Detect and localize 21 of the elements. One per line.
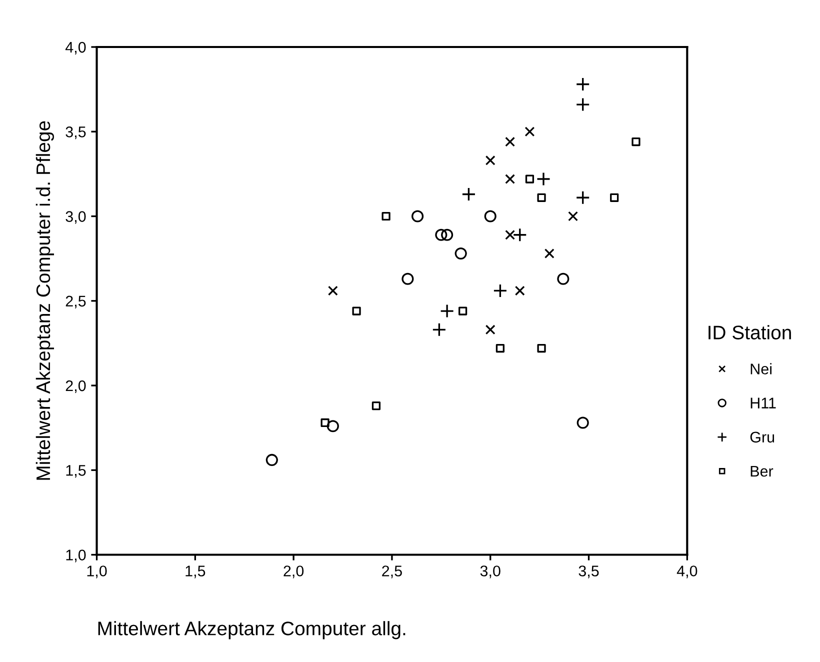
x-tick-label: 1,5 xyxy=(186,566,206,578)
x-tick-label: 1,0 xyxy=(87,566,107,578)
y-axis-title: Mittelwert Akzeptanz Computer i.d. Pflege xyxy=(36,121,54,480)
legend-label: Gru xyxy=(750,432,774,443)
y-tick-label: 3,0 xyxy=(66,211,86,224)
y-tick-label: 1,5 xyxy=(66,465,86,478)
legend-title: ID Station xyxy=(708,325,791,340)
x-tick-label: 3,5 xyxy=(578,566,599,578)
legend-label: H11 xyxy=(750,398,776,408)
y-tick-label: 2,5 xyxy=(66,296,86,308)
x-tick-label: 4,0 xyxy=(676,566,698,578)
legend-label: Nei xyxy=(750,363,772,374)
y-tick-label: 2,0 xyxy=(66,380,86,393)
y-tick-label: 3,5 xyxy=(66,126,86,140)
x-axis-title: Mittelwert Akzeptanz Computer allg. xyxy=(98,621,406,640)
x-tick-label: 2,5 xyxy=(382,566,402,578)
x-tick-label: 2,0 xyxy=(284,566,304,578)
y-tick-label: 1,0 xyxy=(66,550,86,562)
y-tick-label: 4,0 xyxy=(65,42,86,54)
x-tick-label: 3,0 xyxy=(480,566,500,578)
legend-label: Ber xyxy=(750,466,774,477)
